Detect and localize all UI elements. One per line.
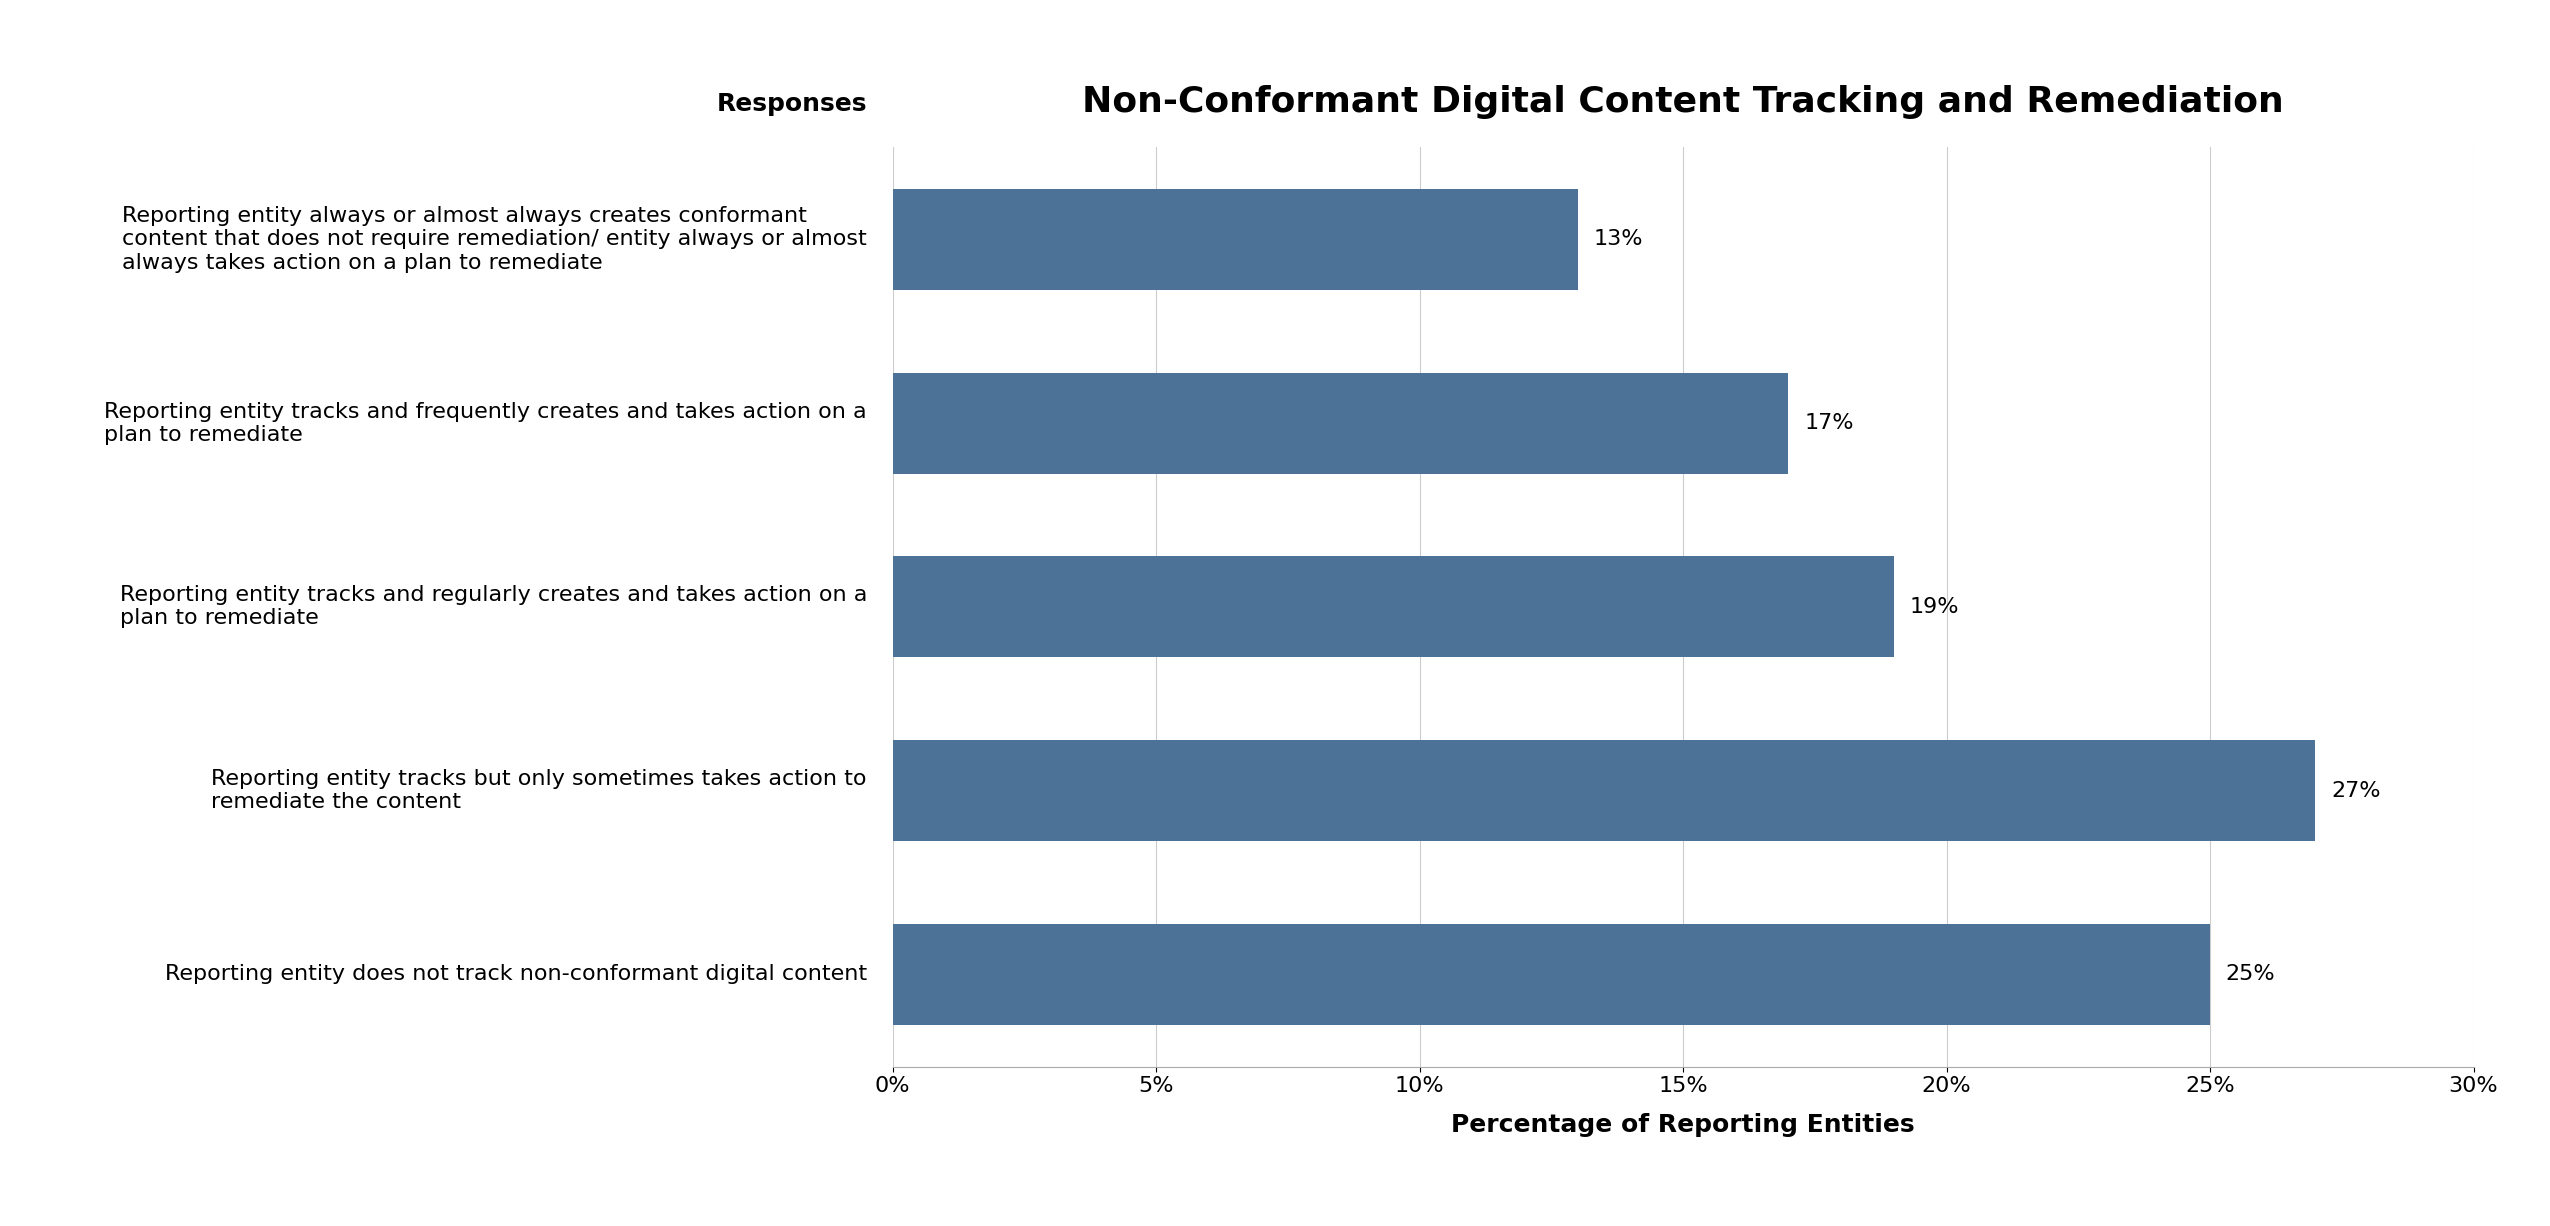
Text: Reporting entity does not track non-conformant digital content: Reporting entity does not track non-conf… (166, 965, 867, 984)
X-axis label: Percentage of Reporting Entities: Percentage of Reporting Entities (1451, 1113, 1915, 1137)
Text: 17%: 17% (1805, 413, 1854, 433)
Bar (892, 923, 2211, 1025)
Bar (892, 373, 1788, 473)
Bar (892, 741, 2315, 841)
Text: 13%: 13% (1594, 229, 1642, 249)
Text: 19%: 19% (1910, 597, 1958, 617)
Bar (892, 557, 1895, 657)
Text: Reporting entity tracks but only sometimes takes action to
remediate the content: Reporting entity tracks but only sometim… (212, 769, 867, 812)
Text: Reporting entity tracks and regularly creates and takes action on a
plan to reme: Reporting entity tracks and regularly cr… (120, 585, 867, 629)
Text: 25%: 25% (2226, 965, 2275, 984)
Text: 27%: 27% (2331, 781, 2382, 801)
Text: Reporting entity tracks and frequently creates and takes action on a
plan to rem: Reporting entity tracks and frequently c… (105, 402, 867, 445)
Text: Reporting entity always or almost always creates conformant
content that does no: Reporting entity always or almost always… (122, 206, 867, 272)
Title: Non-Conformant Digital Content Tracking and Remediation: Non-Conformant Digital Content Tracking … (1081, 86, 2285, 119)
Text: Responses: Responses (717, 92, 867, 116)
Bar (892, 189, 1578, 291)
